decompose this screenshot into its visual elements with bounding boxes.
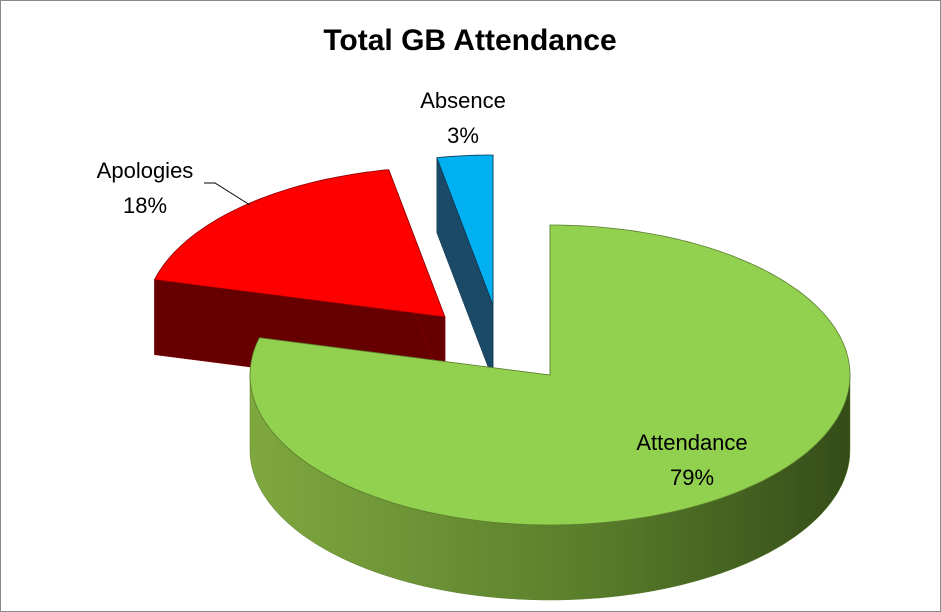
data-label-name: Attendance — [636, 430, 747, 455]
slice — [436, 154, 494, 381]
data-label-value: 79% — [670, 465, 714, 490]
slice-top — [249, 224, 851, 526]
leader-line — [204, 182, 251, 206]
slice-top — [436, 154, 494, 306]
chart-title: Total GB Attendance — [323, 24, 616, 57]
data-label-value: 3% — [447, 123, 479, 148]
pie — [153, 154, 851, 601]
data-label-name: Absence — [420, 88, 506, 113]
data-label-name: Apologies — [97, 158, 194, 183]
slice-top — [153, 169, 446, 318]
data-label-value: 18% — [123, 193, 167, 218]
slice — [249, 224, 851, 601]
